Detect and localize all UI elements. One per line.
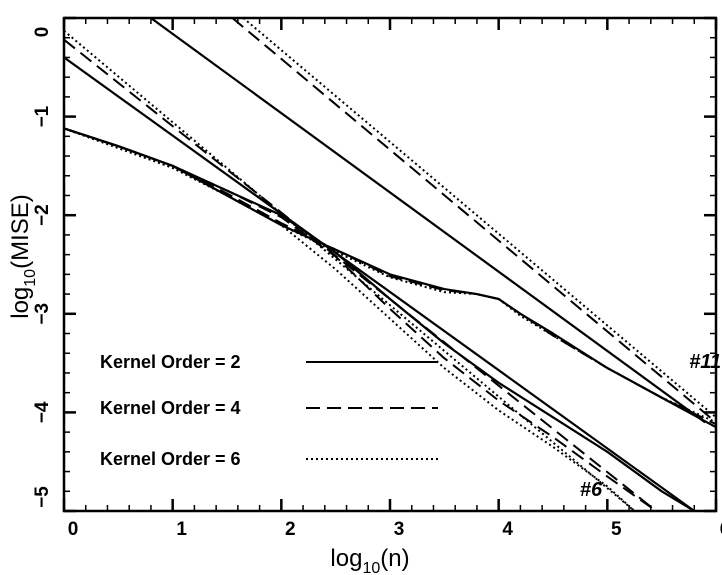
x-tick-label-3: 3 bbox=[394, 519, 405, 540]
series-line-2 bbox=[242, 18, 716, 419]
y-axis-label-main: log bbox=[7, 287, 34, 319]
x-tick-label-0: 0 bbox=[68, 519, 79, 540]
y-axis-label-suffix: (MISE) bbox=[7, 194, 34, 269]
x-tick-label-2: 2 bbox=[285, 519, 296, 540]
y-axis-label-sub: 10 bbox=[22, 269, 39, 287]
annotation-1: #6 bbox=[580, 479, 603, 501]
series-line-4 bbox=[64, 127, 716, 426]
y-tick-label-5: −5 bbox=[32, 486, 53, 508]
x-axis-label-suffix: (n) bbox=[380, 545, 409, 572]
y-tick-label-2: −2 bbox=[32, 204, 53, 226]
x-tick-label-4: 4 bbox=[502, 519, 513, 540]
series-line-7 bbox=[64, 38, 657, 511]
series-line-6 bbox=[64, 56, 695, 511]
curves-layer bbox=[64, 18, 716, 511]
plot-frame bbox=[62, 16, 718, 513]
y-tick-label-4: −4 bbox=[32, 401, 53, 423]
x-axis-label: log10(n) bbox=[330, 545, 409, 575]
legend-label-2: Kernel Order = 6 bbox=[100, 449, 241, 469]
series-line-0 bbox=[150, 18, 706, 424]
series-line-1 bbox=[231, 18, 716, 424]
x-tick-label-5: 5 bbox=[611, 519, 622, 540]
legend-label-1: Kernel Order = 4 bbox=[100, 398, 241, 418]
y-tick-label-1: −1 bbox=[32, 105, 53, 127]
x-tick-label-6: 6 bbox=[720, 519, 722, 540]
y-tick-label-0: 0 bbox=[32, 27, 53, 38]
series-line-11 bbox=[64, 127, 636, 511]
annotation-0: #11 bbox=[689, 351, 721, 373]
series-line-3 bbox=[64, 127, 716, 429]
legend: Kernel Order = 2 Kernel Order = 4 Kernel O… bbox=[100, 352, 438, 469]
annotations-layer: #11 #6 bbox=[580, 351, 721, 501]
x-axis-label-main: log bbox=[330, 545, 362, 572]
y-axis-label: log10(MISE) bbox=[7, 194, 39, 319]
series-line-8 bbox=[64, 30, 636, 511]
x-axis-label-sub: 10 bbox=[362, 560, 380, 575]
legend-label-0: Kernel Order = 2 bbox=[100, 352, 241, 372]
series-line-10 bbox=[64, 127, 657, 511]
y-tick-label-3: −3 bbox=[32, 303, 53, 325]
x-tick-label-1: 1 bbox=[176, 519, 187, 540]
